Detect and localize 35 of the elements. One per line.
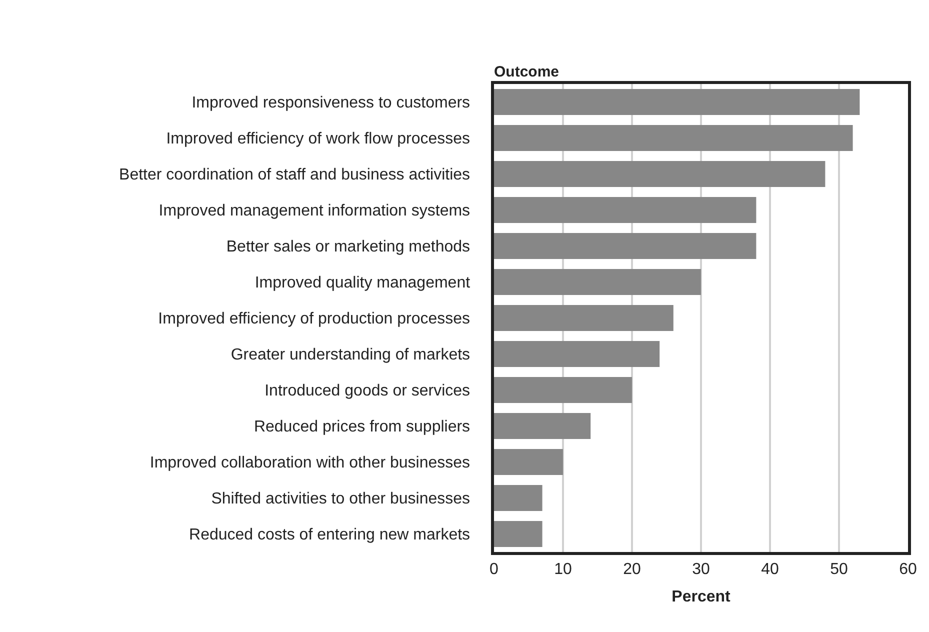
y-tick-label: Greater understanding of markets xyxy=(230,346,470,364)
bar xyxy=(494,449,563,475)
y-tick-label: Improved responsiveness to customers xyxy=(192,94,470,112)
y-tick-label: Introduced goods or services xyxy=(264,382,470,400)
bar xyxy=(494,521,542,547)
bar xyxy=(494,413,591,439)
y-tick-label: Improved management information systems xyxy=(158,202,470,220)
y-tick-label: Reduced costs of entering new markets xyxy=(189,526,470,544)
y-tick-label: Better coordination of staff and business activities xyxy=(119,166,470,184)
bar xyxy=(494,233,756,259)
y-tick-label: Better sales or marketing methods xyxy=(226,238,470,256)
bar xyxy=(494,125,853,151)
y-tick-label: Improved quality management xyxy=(254,274,471,292)
chart-title: Outcome xyxy=(494,64,560,80)
x-tick-label: 30 xyxy=(692,560,710,578)
bar xyxy=(494,305,674,331)
y-tick-label: Shifted activities to other businesses xyxy=(211,490,470,508)
x-tick-label: 60 xyxy=(899,560,917,578)
x-axis-title: Percent xyxy=(672,588,732,606)
x-tick-label: 20 xyxy=(623,560,641,578)
x-tick-label: 0 xyxy=(490,560,499,578)
bar xyxy=(494,89,860,115)
y-tick-label: Improved collaboration with other businesses xyxy=(150,454,470,472)
bar xyxy=(494,341,660,367)
y-tick-label: Improved efficiency of production processes xyxy=(158,310,470,328)
bar xyxy=(494,197,756,223)
bar xyxy=(494,161,826,187)
x-tick-label: 40 xyxy=(761,560,779,578)
y-tick-label: Improved efficiency of work flow processes xyxy=(166,130,470,148)
x-tick-label: 50 xyxy=(830,560,848,578)
bar xyxy=(494,377,632,403)
bar xyxy=(494,269,701,295)
bar xyxy=(494,485,542,511)
y-tick-label: Reduced prices from suppliers xyxy=(254,418,470,436)
x-tick-label: 10 xyxy=(554,560,572,578)
